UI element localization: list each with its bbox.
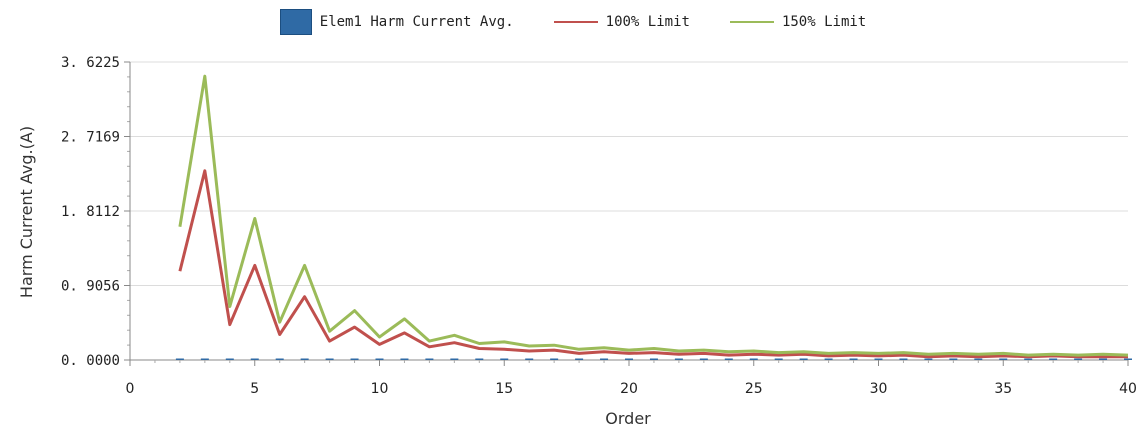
bar-elem1 <box>924 358 933 360</box>
legend-item-150-limit: 150% Limit <box>729 14 867 30</box>
bar-elem1 <box>425 358 434 360</box>
bar-elem1 <box>175 358 184 360</box>
bar-elem1 <box>300 358 309 360</box>
bar-elem1 <box>674 358 683 360</box>
bar-elem1 <box>475 358 484 360</box>
bar-elem1 <box>325 358 334 360</box>
legend-swatch-elem1 <box>279 9 312 35</box>
legend-label-150-limit: 150% Limit <box>781 14 867 30</box>
legend-item-elem1: Elem1 Harm Current Avg. <box>279 9 514 35</box>
legend: Elem1 Harm Current Avg. 100% Limit 150% … <box>0 8 1146 36</box>
bar-elem1 <box>350 358 359 360</box>
y-axis-title: Harm Current Avg.(A) <box>17 126 36 298</box>
bar-elem1 <box>625 358 633 360</box>
bar-elem1 <box>824 358 833 360</box>
bar-elem1 <box>974 358 983 360</box>
legend-swatch-100-limit <box>553 21 598 23</box>
y-tick-label: 0. 9056 <box>61 279 120 295</box>
bar-elem1 <box>250 358 259 360</box>
legend-label-100-limit: 100% Limit <box>605 14 690 30</box>
bar-elem1 <box>774 358 783 360</box>
bar-elem1 <box>699 358 708 360</box>
y-tick-label: 3. 6225 <box>61 55 120 71</box>
bar-elem1 <box>1049 358 1058 360</box>
legend-label-elem1: Elem1 Harm Current Avg. <box>319 14 514 30</box>
x-tick-label: 15 <box>495 381 513 397</box>
bar-elem1 <box>375 358 384 360</box>
bar-elem1 <box>749 358 758 360</box>
y-tick-label: 0. 0000 <box>61 353 120 369</box>
x-tick-label: 35 <box>994 381 1012 397</box>
bar-elem1 <box>799 358 808 360</box>
bar-elem1 <box>550 358 559 360</box>
x-tick-label: 25 <box>745 381 763 397</box>
bar-elem1 <box>899 358 908 360</box>
bar-elem1 <box>575 358 584 360</box>
bar-elem1 <box>1074 358 1083 360</box>
bar-elem1 <box>1099 358 1108 360</box>
x-axis-title: Order <box>605 409 651 428</box>
bar-elem1 <box>450 358 459 360</box>
x-tick-label: 5 <box>250 381 259 397</box>
bar-elem1 <box>275 358 284 360</box>
bar-elem1 <box>724 358 733 360</box>
bar-elem1 <box>849 358 858 360</box>
series-group <box>175 74 1132 360</box>
bar-elem1 <box>1024 358 1033 360</box>
bar-elem1 <box>874 358 883 360</box>
bar-elem1 <box>1124 358 1132 360</box>
bar-elem1 <box>600 358 609 360</box>
x-tick-label: 10 <box>371 381 389 397</box>
bar-elem1 <box>500 358 509 360</box>
x-tick-label: 40 <box>1119 381 1137 397</box>
bar-elem1 <box>525 358 534 360</box>
bar-elem1 <box>649 358 658 360</box>
bar-elem1 <box>400 358 409 360</box>
bar-elem1 <box>999 358 1008 360</box>
x-tick-label: 0 <box>126 381 135 397</box>
series-line-1 <box>178 169 1128 359</box>
y-tick-label: 1. 8112 <box>61 204 120 220</box>
series-line-2 <box>178 74 1129 357</box>
bar-elem1 <box>200 358 209 360</box>
bar-elem1 <box>949 358 958 360</box>
legend-item-100-limit: 100% Limit <box>553 14 690 30</box>
x-tick-label: 20 <box>620 381 638 397</box>
y-tick-label: 2. 7169 <box>61 129 120 145</box>
grid <box>130 61 1128 287</box>
bar-elem1 <box>225 358 234 360</box>
legend-swatch-150-limit <box>729 21 774 23</box>
x-tick-label: 30 <box>870 381 888 397</box>
